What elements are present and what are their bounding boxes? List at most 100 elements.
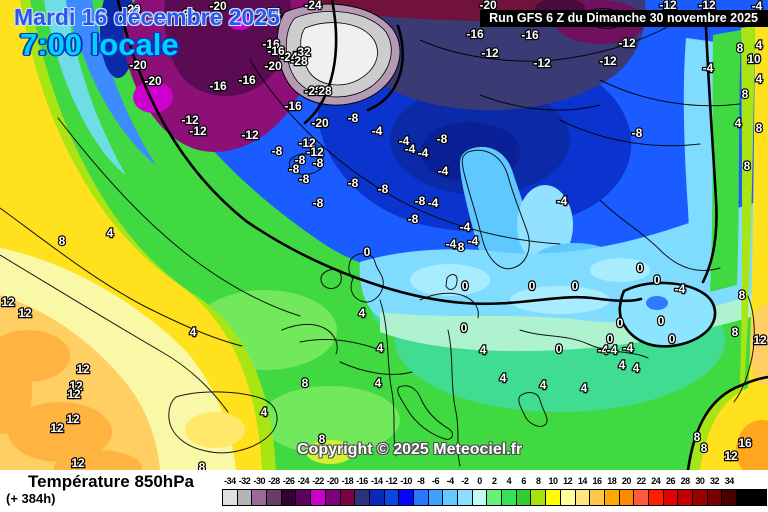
scale-tick-label: 20 (621, 476, 632, 486)
temp-label: 0 (461, 321, 468, 335)
scale-tick-label: 30 (695, 476, 705, 486)
temp-label: -12 (533, 56, 551, 70)
scale-cell: 12 (560, 476, 576, 505)
temp-label: -8 (348, 111, 359, 125)
scale-cell: 30 (693, 476, 708, 505)
temp-label: 4 (633, 361, 640, 375)
scale-cell: 26 (663, 476, 679, 505)
temp-label: -8 (437, 132, 448, 146)
scale-tick-label: -10 (400, 476, 412, 486)
legend-bar: Température 850hPa (+ 384h) -34 -32 -30 -28… (0, 470, 768, 512)
temp-label: -16 (262, 37, 280, 51)
map-cold-regions (44, 0, 768, 281)
temp-label: 4 (756, 38, 763, 52)
scale-cell: 22 (634, 476, 649, 505)
temp-label: -12 (618, 36, 636, 50)
temp-label: 0 (658, 314, 665, 328)
temp-label: -20 (209, 0, 227, 13)
temp-label: 4 (377, 341, 384, 355)
scale-cell: -34 (223, 476, 238, 505)
temp-label: -20 (178, 7, 196, 21)
temp-label: 4 (540, 378, 547, 392)
temp-label: 0 (572, 279, 579, 293)
temp-label: -28 (314, 84, 332, 98)
temp-label: -8 (348, 176, 359, 190)
scale-tick-label: 22 (636, 476, 647, 486)
scale-cell: -26 (281, 476, 297, 505)
temp-label: -16 (267, 44, 285, 58)
scale-tick-label: -18 (341, 476, 354, 486)
temp-label: -24 (263, 6, 281, 20)
scale-cell: -14 (369, 476, 385, 505)
scale-tick-label: -28 (268, 476, 280, 486)
temp-label: 0 (654, 273, 661, 287)
temp-label: -8 (313, 196, 324, 210)
temp-label: -8 (313, 156, 324, 170)
scale-tick-label: 6 (521, 476, 526, 486)
scale-tick-label: 24 (651, 476, 661, 486)
scale-tick-label: -24 (297, 476, 310, 486)
scale-cell: -20 (325, 476, 341, 505)
scale-cell: -6 (428, 476, 444, 505)
temp-label: -8 (415, 194, 426, 208)
copyright-notice: Copyright © 2025 Meteociel.fr (297, 441, 523, 458)
temperature-map: -20 -20-20 -24-24-20-20-20-16 -16-16-16-12-… (0, 0, 768, 470)
scale-cell: -32 (237, 476, 253, 505)
temp-label: -4 (598, 343, 609, 357)
temp-label: 12 (724, 449, 738, 463)
temp-label: -4 (418, 146, 429, 160)
forecast-lead-time: (+ 384h) (6, 491, 56, 506)
temp-label: -4 (399, 134, 410, 148)
scale-tick-label: -32 (238, 476, 251, 486)
scale-cell: 4 (502, 476, 517, 505)
temp-label: 16 (738, 436, 752, 450)
temp-label: -28 (304, 84, 322, 98)
temp-label: 0 (607, 332, 614, 346)
temp-label: 8 (694, 430, 701, 444)
temp-label: 8 (199, 460, 206, 470)
scale-cell: 18 (604, 476, 620, 505)
scale-tick-label: 12 (563, 476, 573, 486)
scale-tick-label: -30 (253, 476, 265, 486)
temp-label: 4 (619, 358, 626, 372)
scale-cell: -18 (340, 476, 356, 505)
scale-tick-label: 16 (592, 476, 603, 486)
scale-tick-label: -4 (446, 476, 455, 486)
temp-label: -16 (284, 99, 302, 113)
temp-label: -28 (290, 54, 308, 68)
map-area: -20 -20 -20 -24 -24 -20 -20 -20 -16 -16 -16 -16 -12-… (0, 0, 768, 470)
scale-tick-label: -6 (431, 476, 440, 486)
temp-label: 8 (737, 41, 744, 55)
scale-cell: 0 (472, 476, 488, 505)
temp-label: 12 (1, 295, 15, 309)
temp-label: -8 (378, 182, 389, 196)
scale-tick-label: -26 (282, 476, 295, 486)
temp-label: 4 (359, 306, 366, 320)
temp-label: 4 (261, 405, 268, 419)
temp-label: -20 (264, 59, 282, 73)
contour-lines-thin (0, 8, 755, 467)
temp-label: -4 (675, 282, 686, 296)
temp-label: 8 (59, 234, 66, 248)
map-date: Mardi 16 décembre 2025 (14, 4, 280, 30)
temp-label: -12 (599, 54, 617, 68)
temp-label: 4 (500, 371, 507, 385)
temperature-labels: -20 -20-20 -24-24-20-20-20-16 -16-16-16-12-… (0, 0, 768, 470)
temp-label: 12 (69, 379, 83, 393)
scale-cell: -8 (413, 476, 429, 505)
temp-label: 0 (637, 261, 644, 275)
map-local-time: 7:00 locale (20, 27, 179, 62)
scale-cell: -30 (252, 476, 268, 505)
temp-label: -12 (481, 46, 499, 60)
scale-tick-label: 10 (548, 476, 558, 486)
scale-tick-label: 18 (607, 476, 617, 486)
temp-label: 0 (462, 279, 469, 293)
temp-label: -4 (428, 196, 439, 210)
temp-label: 10 (747, 52, 761, 66)
scale-cell: 28 (678, 476, 693, 505)
scale-cell: 8 (531, 476, 547, 505)
scale-cell: -28 (267, 476, 282, 505)
temp-label: 8 (302, 376, 309, 390)
temp-label: -20 (311, 116, 329, 130)
